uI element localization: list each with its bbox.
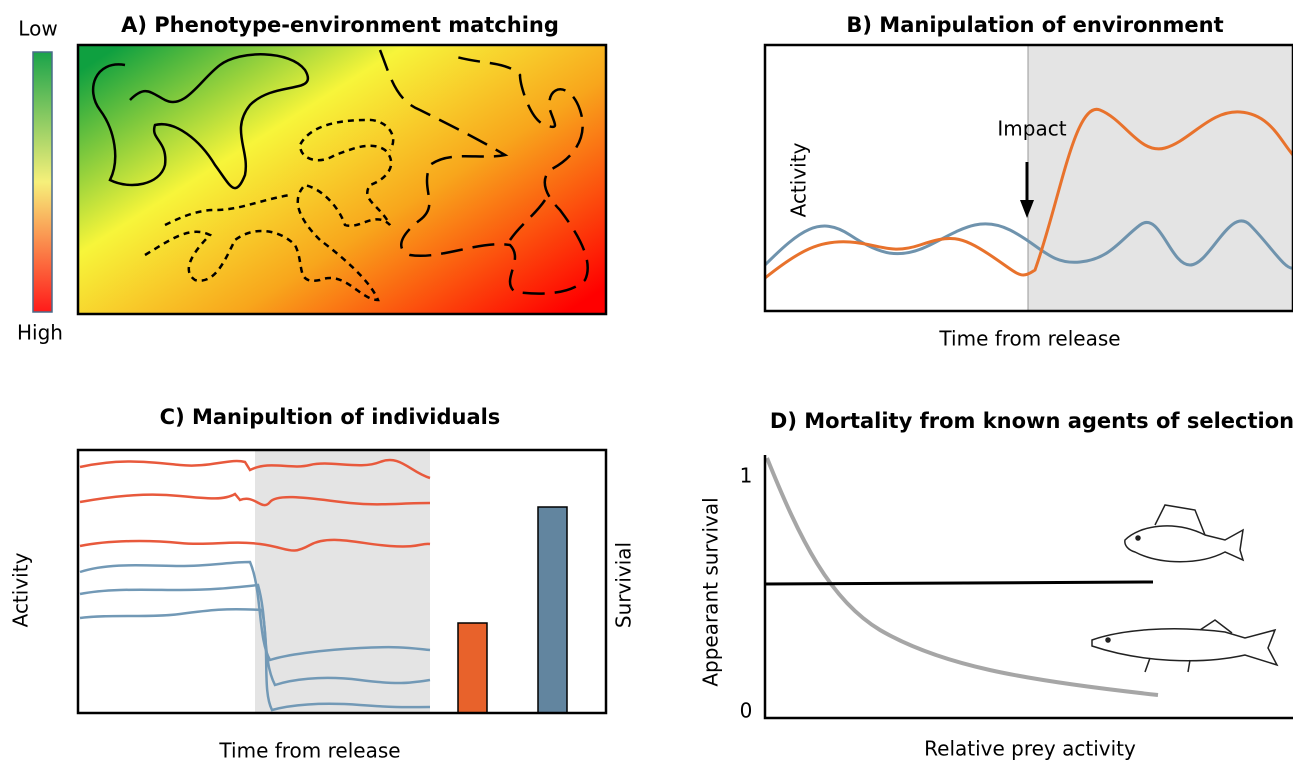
survival-curve-pike	[765, 457, 1159, 697]
perch-icon	[1124, 504, 1245, 563]
y-axis-label: Appearant survival	[699, 497, 723, 686]
scale-label: High	[17, 321, 63, 345]
scale-label: Low	[18, 17, 57, 41]
survival-line-perch	[764, 580, 1154, 586]
y2-axis-label: Survivial	[612, 542, 636, 628]
survival-bar-treated	[457, 622, 488, 714]
activity-curve-impact	[764, 107, 1293, 280]
control-tracks	[79, 560, 431, 712]
impact-period	[1028, 45, 1293, 311]
annotation: Impact	[997, 117, 1066, 141]
panel-title: B) Manipulation of environment	[846, 13, 1223, 37]
track-long-dash	[378, 49, 589, 295]
panel-title: D) Mortality from known agents of select…	[770, 409, 1293, 433]
x-axis-label: Time from release	[938, 327, 1120, 351]
pike-icon	[1091, 619, 1279, 673]
panel-c: C) Manipultion of individuals Activity S…	[9, 405, 636, 763]
y-tick-label: 1	[740, 464, 753, 488]
plot-frame	[763, 43, 1293, 313]
x-axis-label: Time from release	[218, 739, 400, 763]
treatment-period	[255, 450, 430, 713]
arrow-head	[1020, 200, 1034, 218]
panel-b: B) Manipulation of environment Impact Ac…	[763, 13, 1293, 351]
panel-title: C) Manipultion of individuals	[160, 405, 501, 429]
y-axis-label: Activity	[787, 142, 811, 217]
panel-d: D) Mortality from known agents of select…	[699, 409, 1293, 761]
track-solid	[91, 53, 309, 190]
color-scale	[32, 51, 53, 313]
axes	[763, 455, 1293, 720]
track-short-dash	[144, 118, 395, 302]
panel-title: A) Phenotype-environment matching	[121, 13, 559, 37]
panel-a: A) Phenotype-environment matching Low Hi…	[17, 13, 608, 345]
survival-bar-control	[537, 506, 568, 714]
environment-map	[76, 43, 608, 316]
plot-frame	[76, 448, 608, 715]
y-axis-label: Activity	[9, 552, 33, 627]
treated-tracks	[79, 458, 431, 552]
y-tick-label: 0	[740, 699, 753, 723]
x-axis-label: Relative prey activity	[924, 737, 1136, 761]
